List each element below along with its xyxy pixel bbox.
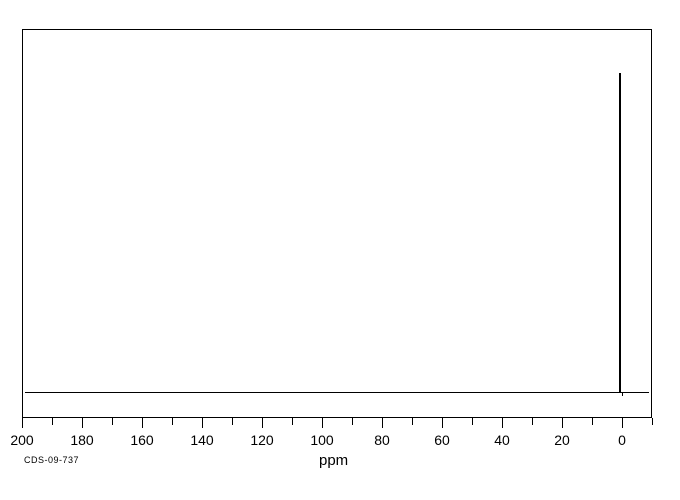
tick-label: 40 (494, 432, 510, 448)
peak (619, 73, 621, 392)
tick-label: 180 (70, 432, 93, 448)
tick-label: 60 (434, 432, 450, 448)
minor-tick (472, 418, 473, 425)
minor-tick (412, 418, 413, 425)
caption: CDS-09-737 (24, 455, 79, 465)
major-tick (562, 418, 563, 428)
minor-tick (52, 418, 53, 425)
plot-border (22, 29, 652, 418)
minor-tick (172, 418, 173, 425)
minor-tick (112, 418, 113, 425)
tick-label: 160 (130, 432, 153, 448)
minor-tick (232, 418, 233, 425)
major-tick (142, 418, 143, 428)
tick-label: 100 (310, 432, 333, 448)
baseline (25, 392, 649, 393)
minor-tick (292, 418, 293, 425)
major-tick (82, 418, 83, 428)
major-tick (382, 418, 383, 428)
major-tick (22, 418, 23, 428)
major-tick (202, 418, 203, 428)
tick-label: 120 (250, 432, 273, 448)
tick-label: 140 (190, 432, 213, 448)
major-tick (442, 418, 443, 428)
major-tick (622, 418, 623, 428)
tick-label: 200 (10, 432, 33, 448)
minor-tick (352, 418, 353, 425)
tick-label: 0 (618, 432, 626, 448)
major-tick (322, 418, 323, 428)
minor-tick (652, 418, 653, 425)
peak-dip (622, 392, 623, 396)
x-axis-label: ppm (319, 452, 348, 469)
major-tick (502, 418, 503, 428)
minor-tick (592, 418, 593, 425)
major-tick (262, 418, 263, 428)
tick-label: 20 (554, 432, 570, 448)
spectrum-plot: 200180160140120100806040200 ppm CDS-09-7… (22, 29, 652, 418)
minor-tick (532, 418, 533, 425)
tick-label: 80 (374, 432, 390, 448)
